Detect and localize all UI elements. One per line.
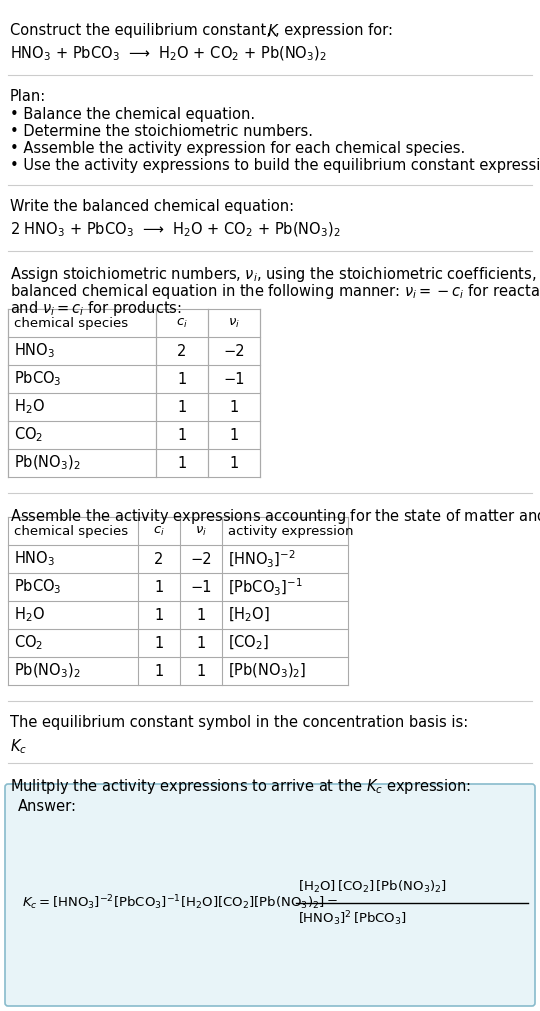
Text: −1: −1 — [190, 579, 212, 594]
Text: $\mathregular{[PbCO_3]^{-1}}$: $\mathregular{[PbCO_3]^{-1}}$ — [228, 576, 302, 598]
Text: 1: 1 — [177, 456, 187, 470]
Text: $\mathregular{[H_2O]\,[CO_2]\,[Pb(NO_3)_2]}$: $\mathregular{[H_2O]\,[CO_2]\,[Pb(NO_3)_… — [298, 879, 447, 895]
Text: $\mathregular{HNO_3}$: $\mathregular{HNO_3}$ — [14, 550, 55, 568]
Text: Assign stoichiometric numbers, $\nu_i$, using the stoichiometric coefficients, $: Assign stoichiometric numbers, $\nu_i$, … — [10, 265, 540, 284]
Text: 2 $\mathregular{HNO_3}$ + $\mathregular{PbCO_3}$  ⟶  $\mathregular{H_2O}$ + $\ma: 2 $\mathregular{HNO_3}$ + $\mathregular{… — [10, 221, 341, 240]
Text: Construct the equilibrium constant,: Construct the equilibrium constant, — [10, 23, 275, 38]
Text: $c_i$: $c_i$ — [176, 316, 188, 330]
Text: 1: 1 — [154, 636, 164, 650]
Text: $\mathregular{[Pb(NO_3)_2]}$: $\mathregular{[Pb(NO_3)_2]}$ — [228, 662, 306, 680]
Text: $K_c = \mathregular{[HNO_3]^{-2}}\mathregular{[PbCO_3]^{-1}}\mathregular{[H_2O]}: $K_c = \mathregular{[HNO_3]^{-2}}\mathre… — [22, 894, 338, 912]
Text: $\mathregular{HNO_3}$: $\mathregular{HNO_3}$ — [14, 342, 55, 360]
Text: 1: 1 — [177, 399, 187, 415]
Text: $\mathregular{[HNO_3]^2\,[PbCO_3]}$: $\mathregular{[HNO_3]^2\,[PbCO_3]}$ — [298, 910, 407, 928]
Text: Answer:: Answer: — [18, 799, 77, 814]
Text: 1: 1 — [154, 663, 164, 678]
Text: $\mathregular{HNO_3}$ + $\mathregular{PbCO_3}$  ⟶  $\mathregular{H_2O}$ + $\math: $\mathregular{HNO_3}$ + $\mathregular{Pb… — [10, 45, 327, 64]
Text: • Determine the stoichiometric numbers.: • Determine the stoichiometric numbers. — [10, 124, 313, 139]
Text: $\mathregular{Pb(NO_3)_2}$: $\mathregular{Pb(NO_3)_2}$ — [14, 662, 80, 680]
Text: $\mathregular{PbCO_3}$: $\mathregular{PbCO_3}$ — [14, 577, 62, 596]
Text: $\nu_i$: $\nu_i$ — [195, 525, 207, 538]
Text: −2: −2 — [190, 551, 212, 566]
Text: 1: 1 — [154, 579, 164, 594]
Text: Plan:: Plan: — [10, 89, 46, 104]
Text: balanced chemical equation in the following manner: $\nu_i = -c_i$ for reactants: balanced chemical equation in the follow… — [10, 282, 540, 301]
Text: • Use the activity expressions to build the equilibrium constant expression.: • Use the activity expressions to build … — [10, 158, 540, 173]
Text: $\mathregular{CO_2}$: $\mathregular{CO_2}$ — [14, 426, 43, 445]
Text: • Assemble the activity expression for each chemical species.: • Assemble the activity expression for e… — [10, 141, 465, 156]
Text: chemical species: chemical species — [14, 525, 128, 538]
Text: $K$: $K$ — [267, 23, 280, 39]
Text: 1: 1 — [230, 428, 239, 443]
Text: $\mathregular{H_2O}$: $\mathregular{H_2O}$ — [14, 606, 45, 625]
Text: $\mathregular{[CO_2]}$: $\mathregular{[CO_2]}$ — [228, 634, 269, 652]
Text: $c_i$: $c_i$ — [153, 525, 165, 538]
Text: 1: 1 — [230, 399, 239, 415]
Text: $\mathregular{Pb(NO_3)_2}$: $\mathregular{Pb(NO_3)_2}$ — [14, 454, 80, 472]
Text: Write the balanced chemical equation:: Write the balanced chemical equation: — [10, 199, 294, 214]
Text: 1: 1 — [177, 428, 187, 443]
Text: −1: −1 — [223, 371, 245, 386]
Text: 1: 1 — [177, 371, 187, 386]
Text: and $\nu_i = c_i$ for products:: and $\nu_i = c_i$ for products: — [10, 299, 182, 318]
Text: 1: 1 — [197, 636, 206, 650]
Text: Assemble the activity expressions accounting for the state of matter and $\nu_i$: Assemble the activity expressions accoun… — [10, 507, 540, 526]
Text: 1: 1 — [197, 608, 206, 623]
Text: $\mathregular{[H_2O]}$: $\mathregular{[H_2O]}$ — [228, 606, 270, 624]
Text: $\mathregular{PbCO_3}$: $\mathregular{PbCO_3}$ — [14, 370, 62, 388]
Text: 1: 1 — [230, 456, 239, 470]
Text: $\nu_i$: $\nu_i$ — [228, 316, 240, 330]
Text: $\mathregular{[HNO_3]^{-2}}$: $\mathregular{[HNO_3]^{-2}}$ — [228, 548, 295, 569]
Text: chemical species: chemical species — [14, 316, 128, 330]
Text: $\mathregular{CO_2}$: $\mathregular{CO_2}$ — [14, 634, 43, 652]
Text: Mulitply the activity expressions to arrive at the $K_c$ expression:: Mulitply the activity expressions to arr… — [10, 777, 471, 796]
Text: $K_c$: $K_c$ — [10, 737, 27, 755]
Text: 1: 1 — [154, 608, 164, 623]
Text: 1: 1 — [197, 663, 206, 678]
Text: −2: −2 — [223, 344, 245, 359]
Text: 2: 2 — [177, 344, 187, 359]
Text: $\mathregular{H_2O}$: $\mathregular{H_2O}$ — [14, 397, 45, 417]
Text: • Balance the chemical equation.: • Balance the chemical equation. — [10, 107, 255, 122]
FancyBboxPatch shape — [5, 784, 535, 1006]
Text: The equilibrium constant symbol in the concentration basis is:: The equilibrium constant symbol in the c… — [10, 715, 468, 730]
Text: activity expression: activity expression — [228, 525, 354, 538]
Text: , expression for:: , expression for: — [275, 23, 393, 38]
Text: 2: 2 — [154, 551, 164, 566]
